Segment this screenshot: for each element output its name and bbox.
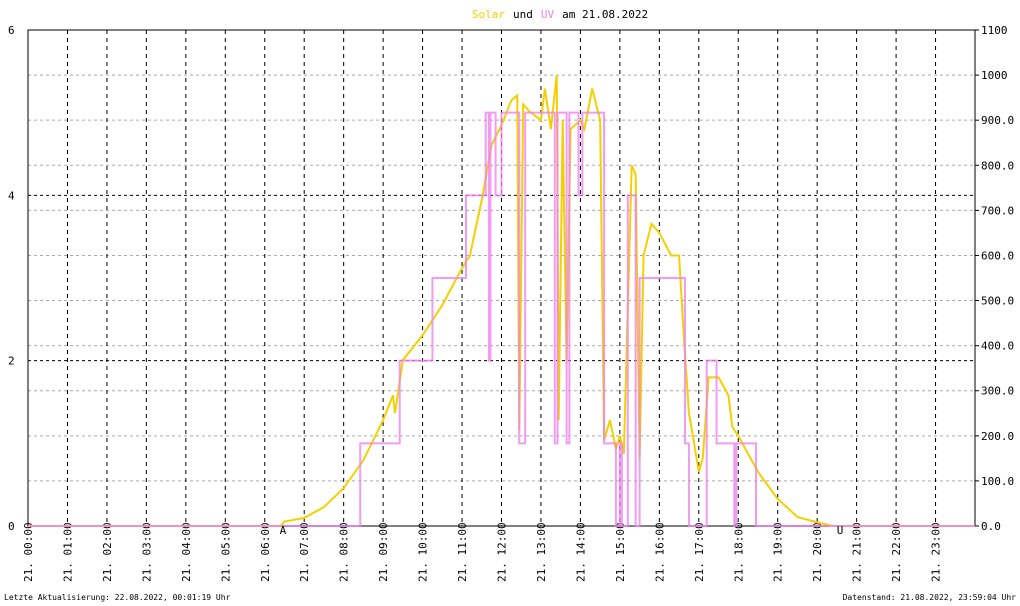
x-tick-label: 21. 06:00 — [259, 522, 272, 582]
y2-tick-label: 900.0 — [981, 114, 1014, 127]
y2-tick-label: 800.0 — [981, 159, 1014, 172]
x-tick-label: 21. 19:00 — [772, 522, 785, 582]
x-tick-label: 21. 12:00 — [496, 522, 509, 582]
x-tick-label: 21. 05:00 — [219, 522, 232, 582]
y2-tick-label: 500.0 — [981, 295, 1014, 308]
plot-frame — [27, 29, 976, 527]
x-tick-label: 21. 20:00 — [811, 522, 824, 582]
x-tick-label: 21. 21:00 — [851, 522, 864, 582]
chart-title: Solar und UV am 21.08.2022 — [472, 8, 648, 21]
x-tick-label: 21. 14:00 — [574, 522, 587, 582]
y2-tick-label: 1100 — [981, 24, 1008, 37]
y2-tick-label: 400.0 — [981, 340, 1014, 353]
x-tick-label: 21. 08:00 — [338, 522, 351, 582]
title-word: und — [513, 8, 533, 21]
y2-tick-label: 0.0 — [981, 520, 1001, 533]
x-tick-label: 21. 03:00 — [140, 522, 153, 582]
x-tick-label: 21. 00:00 — [22, 522, 35, 582]
x-tick-label: 21. 10:00 — [417, 522, 430, 582]
x-tick-label: 21. 04:00 — [180, 522, 193, 582]
y-tick-label: 2 — [8, 355, 15, 368]
x-tick-label: 21. 09:00 — [377, 522, 390, 582]
x-tick-label: 21. 18:00 — [732, 522, 745, 582]
x-tick-label: 21. 11:00 — [456, 522, 469, 582]
y-tick-label: 6 — [8, 24, 15, 37]
y-tick-label: 4 — [8, 189, 15, 202]
x-tick-label: 21. 13:00 — [535, 522, 548, 582]
title-solar: Solar — [472, 8, 505, 21]
x-tick-label: 21. 15:00 — [614, 522, 627, 582]
x-tick-label: 21. 02:00 — [101, 522, 114, 582]
annotation: A — [280, 524, 287, 537]
y-tick-label: 0 — [8, 520, 15, 533]
annotation: U — [837, 524, 844, 537]
x-tick-label: 21. 23:00 — [930, 522, 943, 582]
y2-tick-label: 300.0 — [981, 385, 1014, 398]
title-word: am 21.08.2022 — [562, 8, 648, 21]
x-tick-label: 21. 01:00 — [61, 522, 74, 582]
footer-left: Letzte Aktualisierung: 22.08.2022, 00:01… — [4, 593, 231, 602]
x-tick-label: 21. 16:00 — [653, 522, 666, 582]
y2-tick-label: 100.0 — [981, 475, 1014, 488]
y2-tick-label: 200.0 — [981, 430, 1014, 443]
y2-tick-label: 600.0 — [981, 249, 1014, 262]
footer-right: Datenstand: 21.08.2022, 23:59:04 Uhr — [843, 593, 1017, 602]
y2-tick-label: 700.0 — [981, 204, 1014, 217]
y2-tick-label: 1000 — [981, 69, 1008, 82]
series-line — [28, 111, 975, 527]
x-tick-label: 21. 22:00 — [890, 522, 903, 582]
x-tick-label: 21. 07:00 — [298, 522, 311, 582]
title-uv: UV — [541, 8, 555, 21]
x-tick-label: 21. 17:00 — [693, 522, 706, 582]
